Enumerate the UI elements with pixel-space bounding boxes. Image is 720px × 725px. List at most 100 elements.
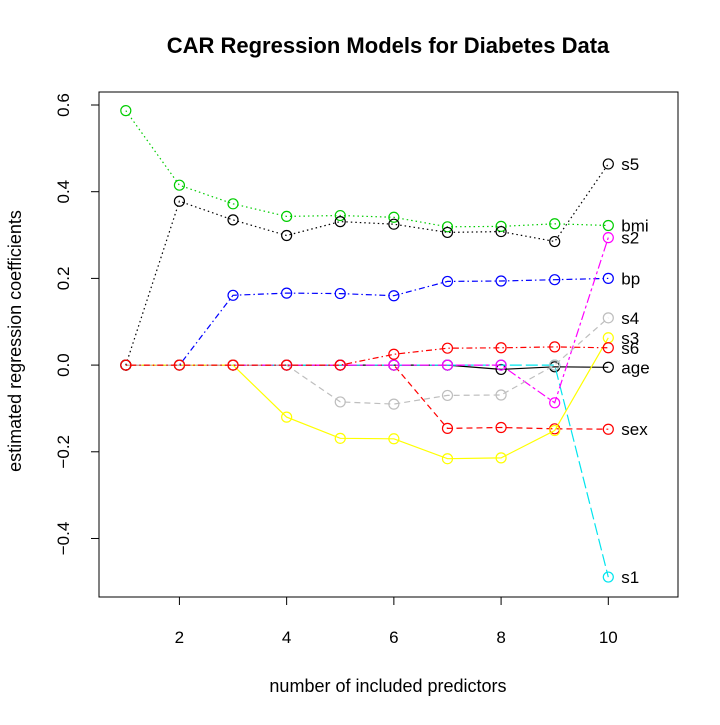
series-age — [120, 359, 614, 376]
series-label-s6: s6 — [621, 339, 639, 358]
series-label-s5: s5 — [621, 155, 639, 174]
y-tick-label: −0.4 — [54, 522, 73, 556]
x-tick-label: 8 — [496, 628, 505, 647]
data-point-s5 — [334, 216, 346, 228]
data-point-s3 — [281, 411, 293, 423]
data-point-bp — [602, 272, 614, 284]
series-bmi — [120, 105, 614, 233]
data-point-bp — [281, 287, 293, 299]
data-point-s5 — [281, 229, 293, 242]
data-point-s2 — [602, 232, 614, 244]
data-point-bmi — [441, 221, 454, 233]
series-sex — [120, 359, 614, 435]
series-s3 — [120, 332, 614, 465]
x-tick-label: 2 — [175, 628, 184, 647]
data-point-s5 — [602, 158, 614, 170]
data-point-s3 — [549, 424, 561, 437]
data-point-s6 — [334, 359, 346, 371]
data-point-s4 — [441, 389, 454, 402]
data-point-age — [602, 361, 614, 373]
series-s1 — [120, 359, 614, 583]
data-point-s2 — [495, 359, 507, 371]
y-tick-label: 0.2 — [54, 267, 73, 291]
data-point-bp — [441, 275, 454, 288]
data-point-bp — [549, 274, 561, 286]
data-point-s6 — [388, 348, 400, 360]
series-line-bp — [125, 277, 609, 366]
data-point-bmi — [227, 198, 239, 210]
series-line-bmi — [125, 110, 609, 228]
data-point-s3 — [388, 433, 400, 445]
data-point-s4 — [388, 398, 400, 410]
x-axis-label: number of included predictors — [269, 676, 506, 696]
data-point-age — [495, 363, 507, 376]
plot-frame — [98, 91, 679, 598]
data-point-s4 — [334, 396, 346, 408]
x-axis: 2 4 6 8 10 — [175, 597, 618, 647]
data-point-bmi — [602, 219, 614, 232]
data-point-sex — [441, 422, 454, 434]
y-tick-label: 0.0 — [54, 353, 73, 377]
data-point-s6 — [495, 342, 507, 354]
y-tick-label: 0.4 — [54, 180, 73, 204]
data-point-s6 — [227, 359, 239, 371]
data-point-s2 — [388, 359, 400, 371]
series-bp — [120, 272, 614, 371]
series-label-bp: bp — [621, 269, 640, 288]
data-point-s5 — [388, 218, 400, 230]
y-axis-label: estimated regression coefficients — [5, 210, 25, 472]
data-point-bmi — [495, 220, 507, 232]
data-point-bp — [227, 289, 239, 301]
data-point-s6 — [120, 359, 132, 371]
data-point-bmi — [281, 210, 293, 223]
series-s6 — [120, 341, 614, 371]
data-point-s5 — [495, 225, 507, 238]
series-label-bmi: bmi — [621, 217, 648, 236]
data-point-s3 — [602, 332, 614, 344]
data-point-s4 — [549, 359, 561, 371]
data-point-bmi — [120, 105, 132, 117]
y-tick-label: 0.6 — [54, 93, 73, 117]
data-point-sex — [602, 423, 614, 435]
series-line-s3 — [125, 337, 609, 460]
data-point-s3 — [495, 452, 507, 464]
series-layer — [120, 105, 614, 583]
series-line-s1 — [125, 364, 609, 578]
series-line-s5 — [125, 163, 609, 366]
data-point-bp — [495, 275, 507, 287]
series-label-s2: s2 — [621, 229, 639, 248]
series-s4 — [120, 312, 614, 410]
data-point-s2 — [549, 397, 561, 409]
series-label-s1: s1 — [621, 568, 639, 587]
series-label-s3: s3 — [621, 329, 639, 348]
x-tick-label: 10 — [599, 628, 618, 647]
data-point-bp — [334, 287, 346, 300]
data-point-bp — [388, 290, 400, 302]
data-point-s1 — [602, 571, 614, 583]
series-line-s2 — [125, 237, 609, 404]
chart-title: CAR Regression Models for Diabetes Data — [167, 33, 610, 58]
data-point-bmi — [388, 211, 400, 223]
series-line-s4 — [125, 317, 609, 405]
data-point-s5 — [441, 226, 454, 239]
data-point-bmi — [549, 218, 561, 230]
x-tick-label: 6 — [389, 628, 398, 647]
series-label-sex: sex — [621, 420, 648, 439]
y-axis: −0.4 −0.2 0.0 0.2 0.4 0.6 — [54, 93, 99, 555]
data-point-s6 — [602, 342, 614, 354]
data-point-s4 — [602, 312, 614, 324]
data-point-s2 — [441, 359, 454, 371]
data-point-s4 — [495, 389, 507, 401]
series-line-s6 — [125, 346, 609, 366]
data-point-s6 — [549, 341, 561, 353]
data-point-s3 — [334, 432, 346, 444]
data-point-s5 — [173, 195, 186, 207]
data-point-bmi — [173, 179, 186, 191]
data-point-s5 — [227, 214, 239, 226]
series-label-s4: s4 — [621, 309, 639, 328]
series-label-age: age — [621, 358, 649, 377]
series-line-sex — [125, 364, 609, 430]
data-point-s6 — [281, 359, 293, 371]
